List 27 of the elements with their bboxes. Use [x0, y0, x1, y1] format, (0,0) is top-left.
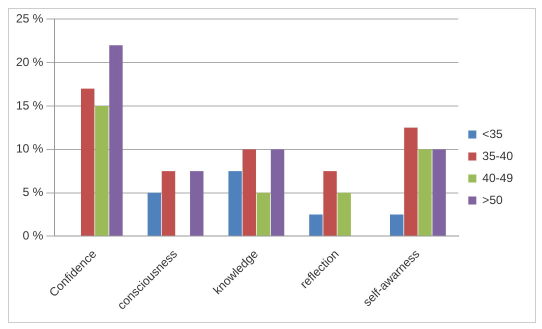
bar [323, 171, 337, 236]
bar [256, 192, 270, 236]
y-tick-label: 25 % [16, 12, 44, 26]
y-tick-label: 0 % [22, 228, 44, 242]
legend-label: >50 [482, 192, 503, 207]
bar [148, 192, 162, 236]
bar [80, 88, 94, 236]
y-tick-label: 15 % [16, 98, 44, 112]
y-tick-label: 20 % [16, 54, 44, 69]
bar [390, 214, 404, 236]
bar [109, 45, 123, 236]
bar [418, 149, 432, 236]
bar [309, 214, 323, 236]
legend-label: <35 [482, 126, 503, 141]
bar [404, 128, 418, 236]
bar [337, 192, 351, 236]
bar [270, 149, 284, 236]
bar [432, 149, 446, 236]
legend-label: 40-49 [482, 170, 514, 185]
bar [228, 171, 242, 236]
bar [190, 171, 204, 236]
bar [242, 149, 256, 236]
y-tick-label: 10 % [16, 142, 44, 156]
y-tick-label: 5 % [22, 185, 44, 200]
bar [95, 106, 109, 236]
legend-label: 35-40 [482, 148, 514, 163]
bar [162, 171, 176, 236]
